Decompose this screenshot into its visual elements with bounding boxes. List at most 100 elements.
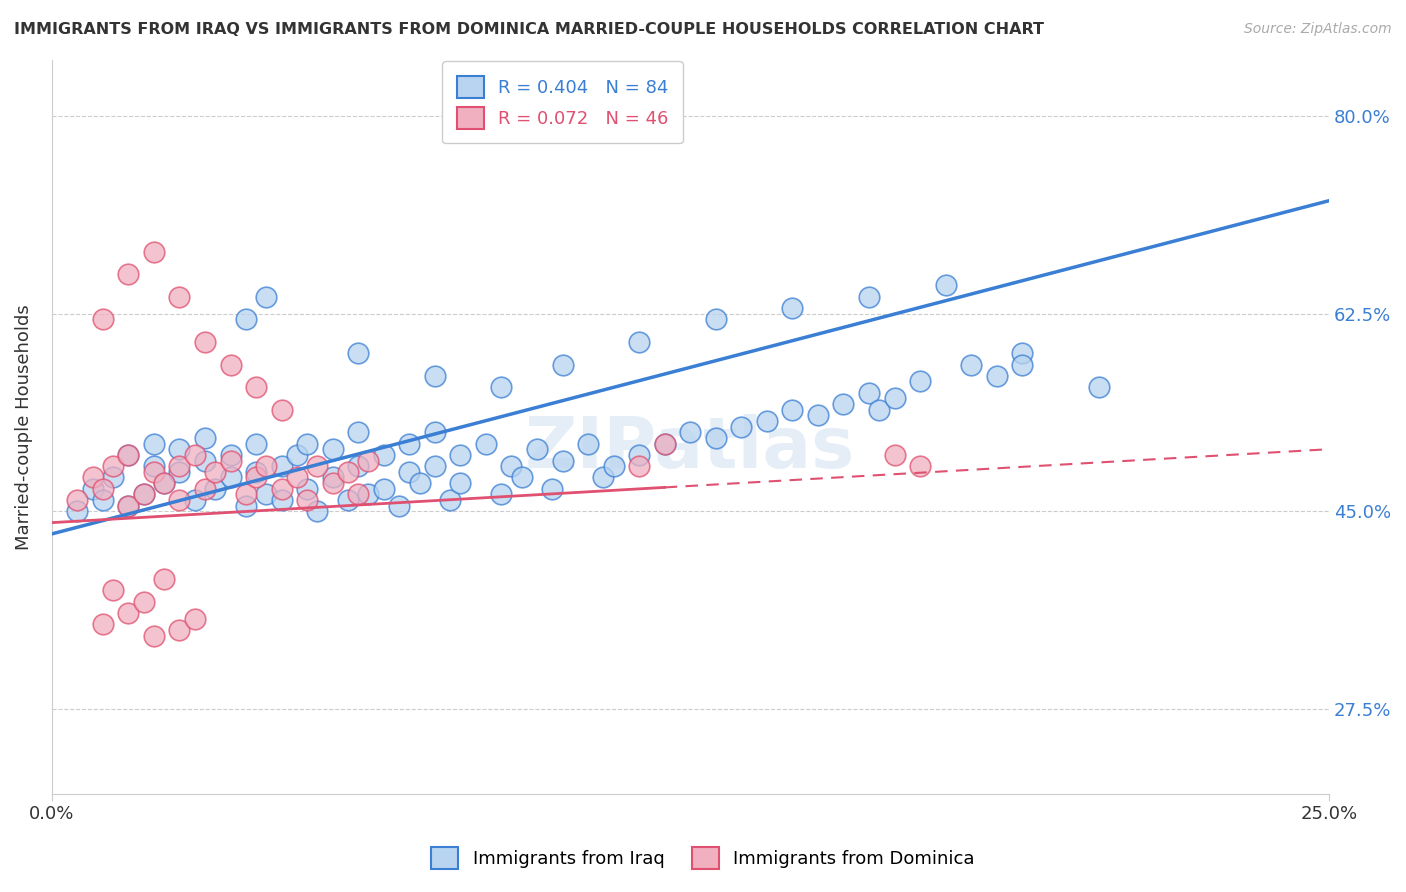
Point — [592, 470, 614, 484]
Point — [602, 459, 624, 474]
Point — [270, 482, 292, 496]
Point — [117, 606, 139, 620]
Point — [551, 358, 574, 372]
Point — [117, 448, 139, 462]
Point — [91, 482, 114, 496]
Point — [295, 482, 318, 496]
Point — [132, 595, 155, 609]
Point — [541, 482, 564, 496]
Point — [169, 493, 191, 508]
Text: ZIPatlas: ZIPatlas — [526, 414, 855, 483]
Point — [82, 482, 104, 496]
Point — [704, 431, 727, 445]
Point — [628, 334, 651, 349]
Point — [449, 476, 471, 491]
Point — [117, 448, 139, 462]
Point — [66, 493, 89, 508]
Point — [510, 470, 533, 484]
Point — [117, 267, 139, 281]
Point — [219, 470, 242, 484]
Point — [270, 493, 292, 508]
Point — [491, 380, 513, 394]
Point — [169, 459, 191, 474]
Point — [184, 612, 207, 626]
Point — [807, 409, 830, 423]
Point — [219, 358, 242, 372]
Point — [153, 476, 176, 491]
Point — [91, 617, 114, 632]
Point — [408, 476, 430, 491]
Point — [475, 436, 498, 450]
Point — [142, 244, 165, 259]
Point — [883, 392, 905, 406]
Point — [1011, 346, 1033, 360]
Point — [245, 470, 267, 484]
Point — [245, 436, 267, 450]
Point — [169, 465, 191, 479]
Point — [1011, 358, 1033, 372]
Point — [986, 368, 1008, 383]
Point — [184, 493, 207, 508]
Point — [337, 493, 360, 508]
Point — [169, 442, 191, 457]
Point — [423, 425, 446, 440]
Point — [960, 358, 983, 372]
Point — [82, 470, 104, 484]
Point — [254, 459, 277, 474]
Point — [576, 436, 599, 450]
Point — [491, 487, 513, 501]
Point — [501, 459, 523, 474]
Point — [194, 453, 217, 467]
Point — [782, 301, 804, 315]
Point — [551, 453, 574, 467]
Point — [908, 375, 931, 389]
Point — [347, 459, 370, 474]
Point — [307, 459, 329, 474]
Point — [153, 572, 176, 586]
Legend: Immigrants from Iraq, Immigrants from Dominica: Immigrants from Iraq, Immigrants from Do… — [422, 838, 984, 879]
Point — [307, 504, 329, 518]
Point — [132, 487, 155, 501]
Point — [439, 493, 461, 508]
Point — [235, 487, 257, 501]
Point — [66, 504, 89, 518]
Point — [388, 499, 411, 513]
Point — [357, 453, 380, 467]
Point — [347, 346, 370, 360]
Point — [142, 465, 165, 479]
Point — [704, 312, 727, 326]
Point — [270, 459, 292, 474]
Point — [270, 402, 292, 417]
Point — [295, 493, 318, 508]
Point — [868, 402, 890, 417]
Point — [295, 436, 318, 450]
Point — [235, 312, 257, 326]
Point — [357, 487, 380, 501]
Point — [628, 448, 651, 462]
Point — [322, 476, 344, 491]
Point — [858, 290, 880, 304]
Point — [628, 459, 651, 474]
Point — [832, 397, 855, 411]
Point — [449, 448, 471, 462]
Point — [322, 442, 344, 457]
Point — [1088, 380, 1111, 394]
Point — [142, 629, 165, 643]
Point — [245, 380, 267, 394]
Point — [219, 453, 242, 467]
Point — [245, 465, 267, 479]
Point — [194, 431, 217, 445]
Point — [219, 448, 242, 462]
Legend: R = 0.404   N = 84, R = 0.072   N = 46: R = 0.404 N = 84, R = 0.072 N = 46 — [441, 62, 683, 144]
Point — [91, 312, 114, 326]
Point — [373, 448, 395, 462]
Point — [730, 419, 752, 434]
Point — [526, 442, 548, 457]
Point — [132, 487, 155, 501]
Point — [654, 436, 676, 450]
Point — [347, 487, 370, 501]
Point — [285, 470, 308, 484]
Point — [347, 425, 370, 440]
Point — [373, 482, 395, 496]
Point — [423, 368, 446, 383]
